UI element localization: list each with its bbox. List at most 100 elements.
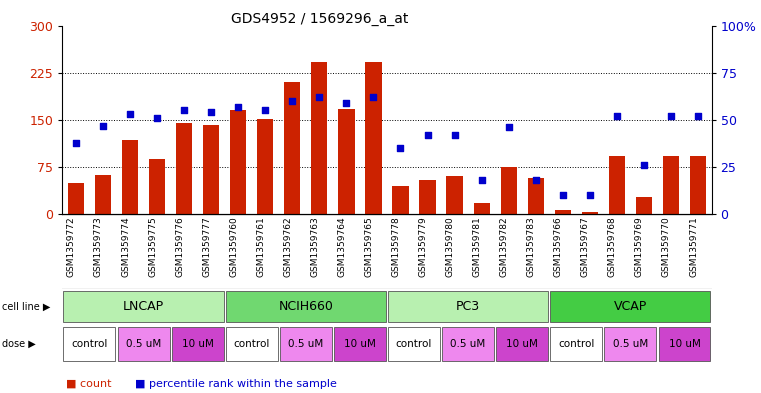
Bar xyxy=(226,291,386,322)
Text: GSM1359766: GSM1359766 xyxy=(554,217,563,277)
Bar xyxy=(609,156,625,214)
Text: GSM1359768: GSM1359768 xyxy=(608,217,617,277)
Point xyxy=(340,100,352,106)
Point xyxy=(260,107,272,114)
Bar xyxy=(176,123,193,214)
Bar xyxy=(257,119,273,214)
Text: GSM1359776: GSM1359776 xyxy=(175,217,184,277)
Text: GSM1359782: GSM1359782 xyxy=(500,217,508,277)
Point xyxy=(205,109,217,116)
Bar xyxy=(388,327,440,361)
Bar xyxy=(230,110,247,214)
Point xyxy=(557,192,569,198)
Text: GSM1359769: GSM1359769 xyxy=(635,217,644,277)
Point xyxy=(70,140,82,146)
Bar xyxy=(311,62,327,214)
Point xyxy=(394,145,406,151)
Text: GSM1359767: GSM1359767 xyxy=(581,217,590,277)
Text: GSM1359777: GSM1359777 xyxy=(202,217,211,277)
Point xyxy=(476,177,488,184)
Point xyxy=(611,113,623,119)
Bar xyxy=(496,327,548,361)
Text: 10 uM: 10 uM xyxy=(344,339,376,349)
Text: GSM1359760: GSM1359760 xyxy=(229,217,238,277)
Text: cell line ▶: cell line ▶ xyxy=(2,301,50,312)
Text: 0.5 uM: 0.5 uM xyxy=(288,339,323,349)
Bar xyxy=(473,203,490,214)
Bar xyxy=(149,159,165,214)
Text: GSM1359763: GSM1359763 xyxy=(310,217,320,277)
Bar xyxy=(604,327,656,361)
Bar xyxy=(95,175,111,214)
Point xyxy=(178,107,190,114)
Bar xyxy=(555,210,571,214)
Text: GSM1359778: GSM1359778 xyxy=(391,217,400,277)
Bar xyxy=(284,82,301,214)
Bar xyxy=(365,62,381,214)
Text: control: control xyxy=(396,339,432,349)
Text: 10 uM: 10 uM xyxy=(182,339,214,349)
Point xyxy=(692,113,704,119)
Point xyxy=(530,177,542,184)
Bar xyxy=(419,180,435,214)
Bar xyxy=(635,196,652,214)
Point xyxy=(314,94,326,100)
Text: GSM1359764: GSM1359764 xyxy=(337,217,346,277)
Bar xyxy=(63,327,116,361)
Text: 0.5 uM: 0.5 uM xyxy=(126,339,161,349)
Bar xyxy=(226,327,278,361)
Bar xyxy=(527,178,544,214)
Text: GSM1359781: GSM1359781 xyxy=(473,217,482,277)
Bar xyxy=(550,327,602,361)
Bar xyxy=(172,327,224,361)
Text: GSM1359773: GSM1359773 xyxy=(94,217,103,277)
Point xyxy=(448,132,460,138)
Bar xyxy=(690,156,706,214)
Text: GSM1359762: GSM1359762 xyxy=(283,217,292,277)
Point xyxy=(502,124,514,130)
Text: 0.5 uM: 0.5 uM xyxy=(451,339,486,349)
Bar xyxy=(388,291,548,322)
Text: control: control xyxy=(72,339,107,349)
Text: NCIH660: NCIH660 xyxy=(279,300,333,313)
Text: GSM1359772: GSM1359772 xyxy=(67,217,76,277)
Text: GDS4952 / 1569296_a_at: GDS4952 / 1569296_a_at xyxy=(231,12,409,26)
Bar xyxy=(447,176,463,214)
Bar xyxy=(280,327,332,361)
Text: GSM1359775: GSM1359775 xyxy=(148,217,157,277)
Bar xyxy=(68,183,84,214)
Point xyxy=(368,94,380,100)
Point xyxy=(422,132,434,138)
Text: GSM1359771: GSM1359771 xyxy=(689,217,698,277)
Bar xyxy=(339,108,355,214)
Point xyxy=(151,115,163,121)
Point xyxy=(665,113,677,119)
Text: ■ count: ■ count xyxy=(66,379,112,389)
Text: ■ percentile rank within the sample: ■ percentile rank within the sample xyxy=(135,379,336,389)
Text: control: control xyxy=(234,339,270,349)
Text: GSM1359780: GSM1359780 xyxy=(446,217,454,277)
Text: 0.5 uM: 0.5 uM xyxy=(613,339,648,349)
Text: GSM1359783: GSM1359783 xyxy=(527,217,536,277)
Bar xyxy=(203,125,219,214)
Text: dose ▶: dose ▶ xyxy=(2,339,35,349)
Text: PC3: PC3 xyxy=(456,300,480,313)
Bar xyxy=(122,140,139,214)
Bar xyxy=(501,167,517,214)
Text: control: control xyxy=(558,339,594,349)
Bar xyxy=(663,156,679,214)
Text: GSM1359761: GSM1359761 xyxy=(256,217,266,277)
Point xyxy=(232,103,244,110)
Text: GSM1359765: GSM1359765 xyxy=(365,217,374,277)
Bar xyxy=(658,327,711,361)
Bar xyxy=(63,291,224,322)
Bar xyxy=(581,212,598,214)
Bar xyxy=(393,186,409,214)
Text: GSM1359770: GSM1359770 xyxy=(662,217,671,277)
Text: GSM1359779: GSM1359779 xyxy=(419,217,428,277)
Bar xyxy=(550,291,711,322)
Bar xyxy=(334,327,386,361)
Point xyxy=(638,162,650,168)
Bar xyxy=(442,327,494,361)
Text: VCAP: VCAP xyxy=(614,300,647,313)
